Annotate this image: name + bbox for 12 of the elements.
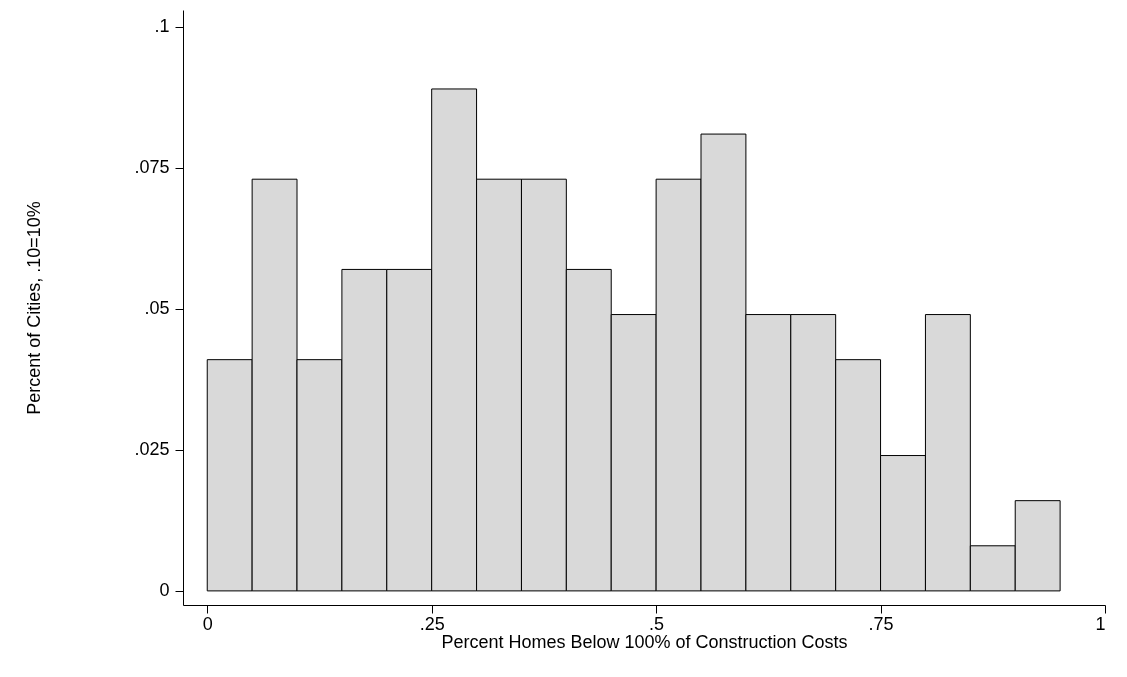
y-tick-label: .025: [134, 439, 170, 460]
x-tick-label: .75: [868, 613, 894, 634]
x-tick-label: .25: [419, 613, 445, 634]
x-axis-title: Percent Homes Below 100% of Construction Costs: [441, 631, 848, 652]
x-tick-label: .5: [649, 613, 665, 634]
y-axis-title: Percent of Cities, .10=10%: [24, 201, 45, 415]
x-tick-label: 0: [202, 613, 213, 634]
y-tick-label: .075: [134, 157, 170, 178]
y-tick-label: .1: [154, 16, 170, 37]
y-tick-label: .05: [144, 298, 170, 319]
x-tick-label: 1: [1095, 613, 1106, 634]
y-tick-label: 0: [159, 580, 170, 601]
